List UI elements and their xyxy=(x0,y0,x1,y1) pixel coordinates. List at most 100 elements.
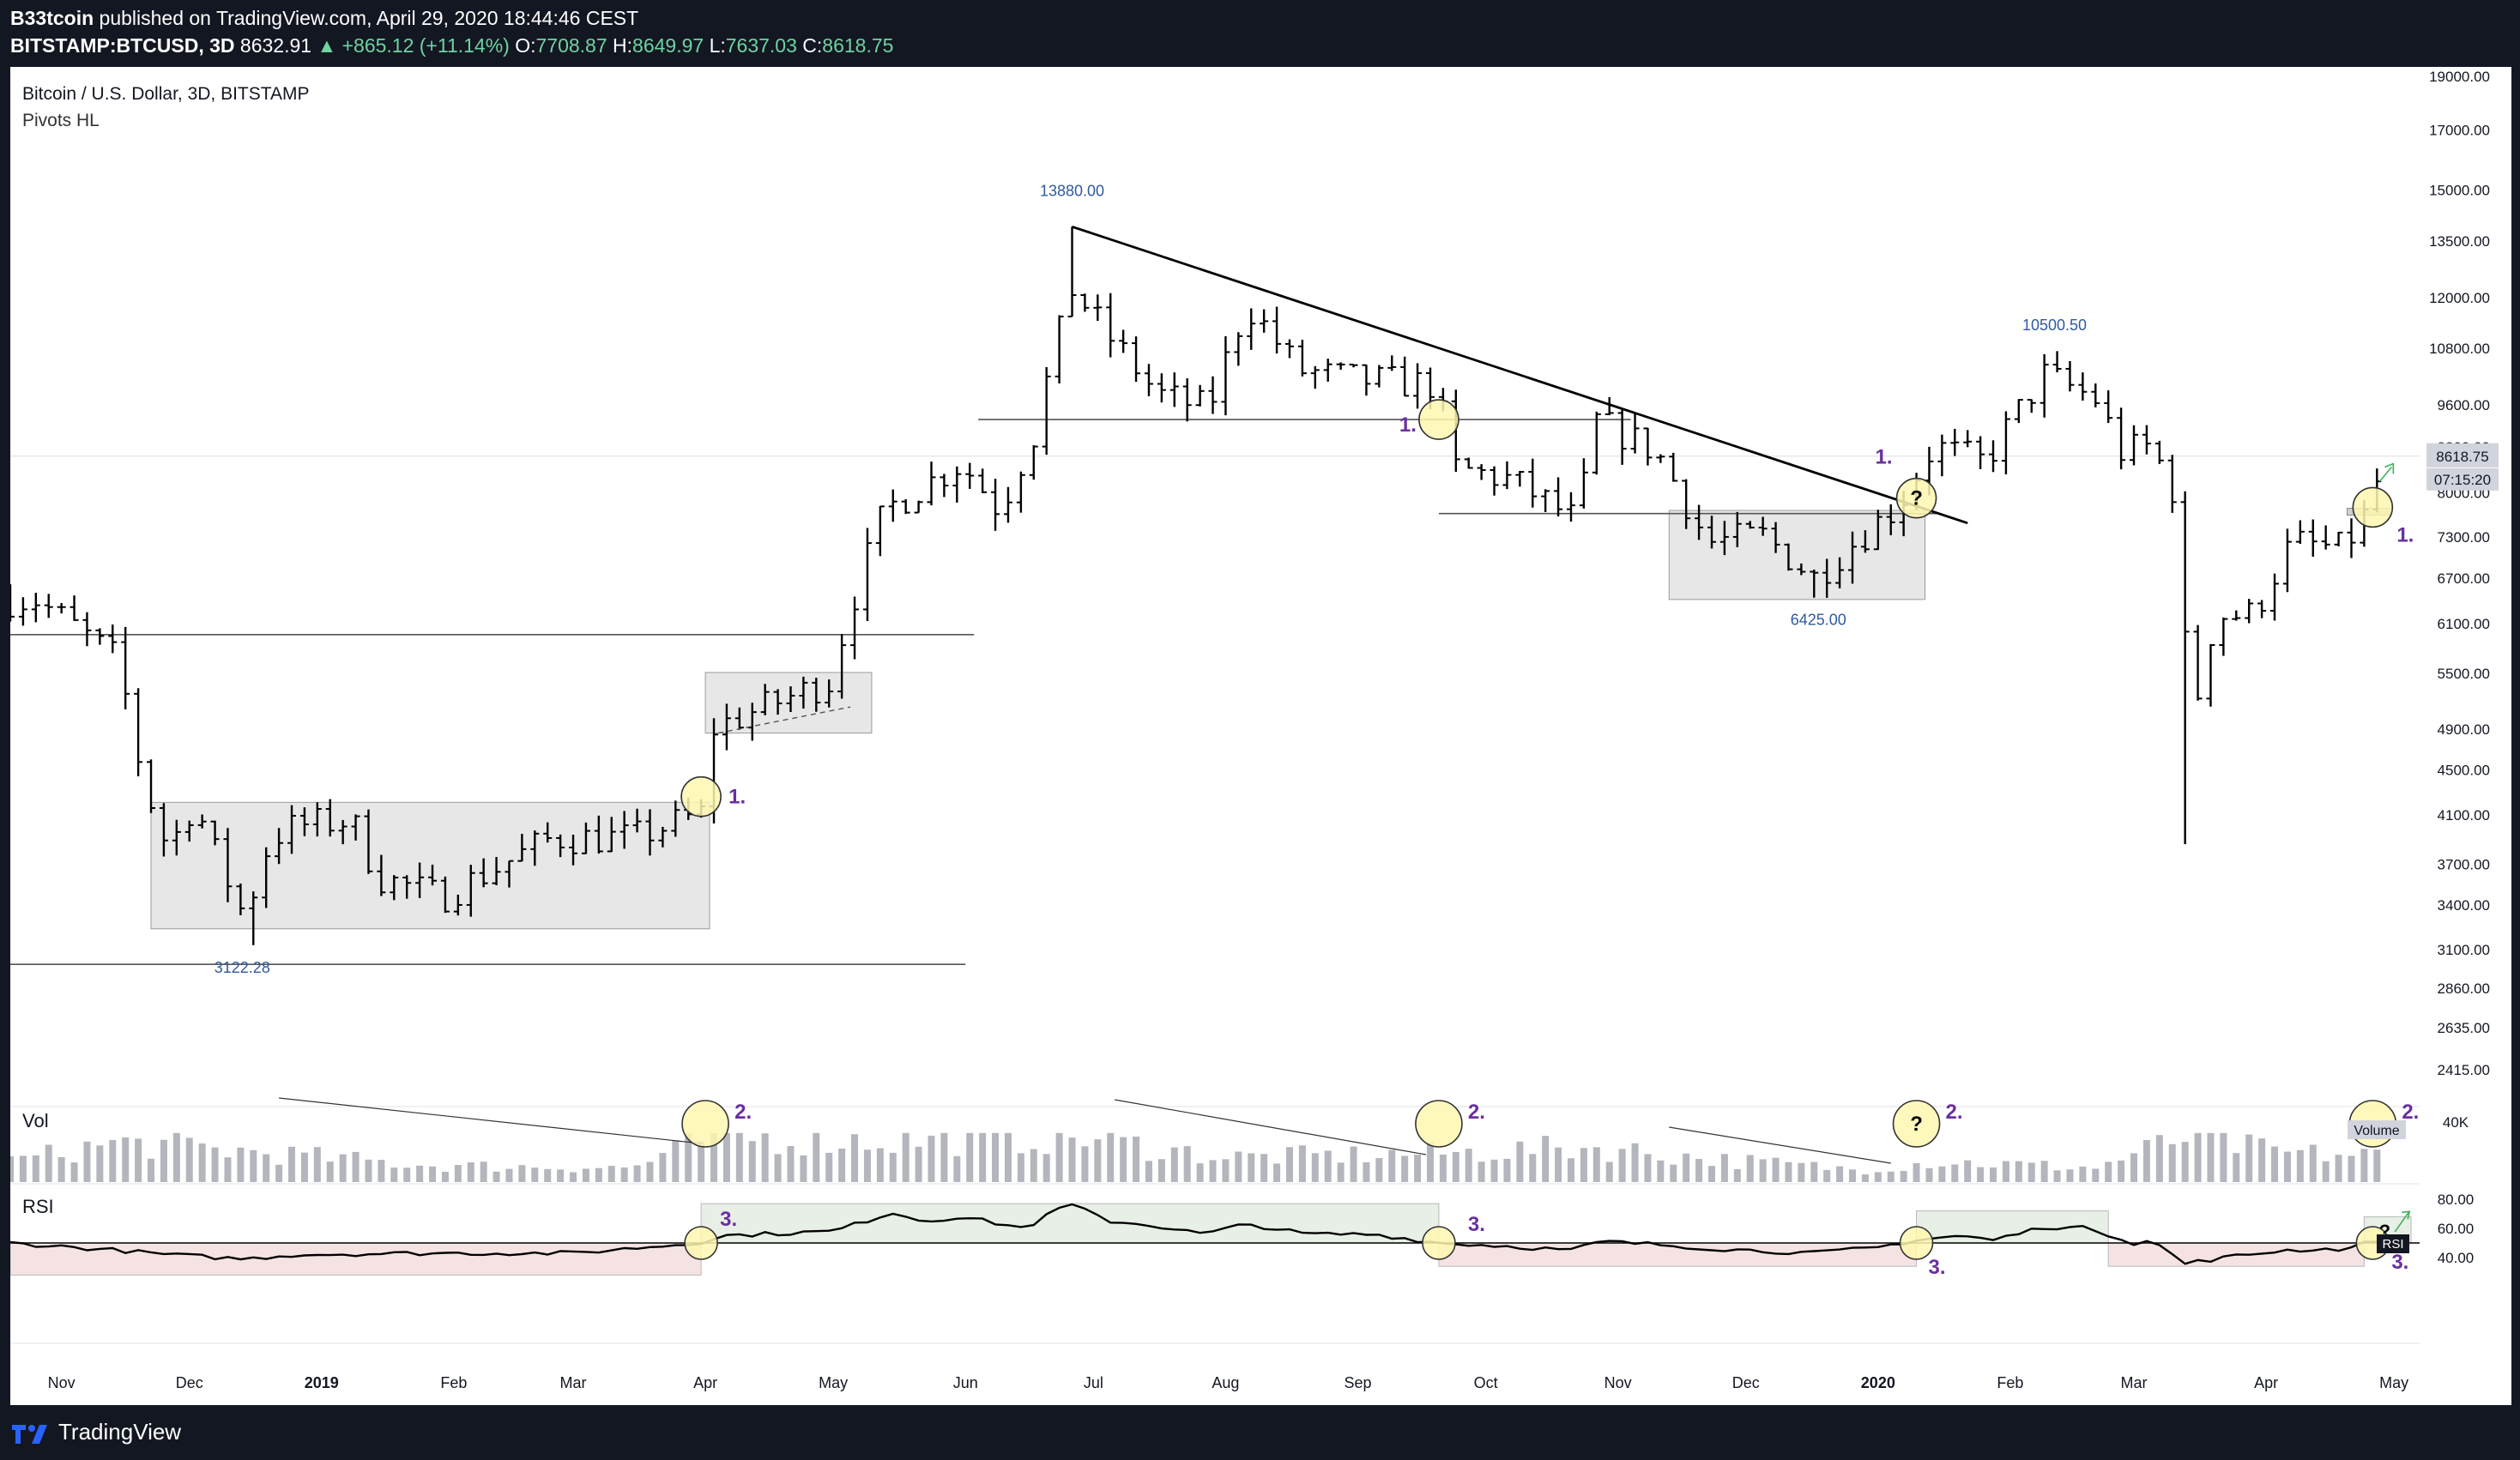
volume-bar xyxy=(441,1171,449,1182)
rsi-line[interactable] xyxy=(10,1203,2378,1265)
volume-bar xyxy=(1235,1151,1242,1182)
tradingview-logo-icon xyxy=(12,1424,47,1444)
volume-tag-label: Volume xyxy=(2354,1124,2399,1138)
time-axis-tick: Jul xyxy=(1084,1374,1103,1391)
downtrend-line[interactable] xyxy=(1072,225,1968,525)
volume-bar xyxy=(1426,1142,1434,1182)
signal-label: 1. xyxy=(1876,446,1893,469)
volume-bar xyxy=(148,1158,155,1182)
volume-bar xyxy=(735,1132,743,1182)
signal-circle-rsi[interactable] xyxy=(1422,1226,1456,1260)
volume-bar xyxy=(863,1149,871,1182)
volume-bar xyxy=(185,1137,193,1182)
tradingview-logo[interactable]: TradingView xyxy=(10,1419,181,1445)
volume-bar xyxy=(1260,1154,1268,1182)
signal-circle-volume[interactable] xyxy=(681,1100,729,1148)
volume-bar xyxy=(1222,1159,1230,1182)
volume-bar xyxy=(1861,1174,1869,1182)
volume-bar xyxy=(1055,1132,1063,1182)
publish-info: published on TradingView.com, April 29, … xyxy=(99,7,639,29)
volume-bar xyxy=(722,1132,730,1182)
volume-bar xyxy=(313,1147,321,1182)
volume-bar xyxy=(838,1148,846,1182)
countdown-tag xyxy=(2426,468,2499,491)
volume-bar xyxy=(1580,1148,1587,1182)
volume-bar xyxy=(1836,1166,1844,1182)
author-name[interactable]: B33tcoin xyxy=(10,7,94,29)
volume-bar xyxy=(1990,1167,1997,1182)
volume-bar xyxy=(1337,1162,1345,1182)
price-axis-tick: 4100.00 xyxy=(2438,807,2490,824)
price-axis-tick: 3400.00 xyxy=(2438,897,2490,914)
volume-bar xyxy=(1311,1153,1319,1182)
price-pane[interactable] xyxy=(10,67,2420,1096)
volume-bar xyxy=(1516,1141,1524,1182)
volume-bar xyxy=(774,1154,782,1182)
volume-bar xyxy=(263,1154,270,1182)
legend-indicator[interactable]: Pivots HL xyxy=(22,111,100,130)
signal-circle-volume[interactable] xyxy=(1892,1100,1941,1148)
volume-bar xyxy=(825,1152,833,1182)
volume-bar xyxy=(1964,1160,1972,1182)
volume-bar xyxy=(659,1153,667,1182)
dashed-trendline xyxy=(717,706,851,734)
volume-bar xyxy=(1798,1162,1805,1182)
volume-bar xyxy=(1350,1146,1357,1182)
signal-label: 3. xyxy=(720,1208,737,1231)
volume-bar xyxy=(1592,1147,1600,1182)
signal-circle-price[interactable] xyxy=(1418,399,1459,440)
consolidation-range-box xyxy=(150,801,710,930)
frame-right xyxy=(2511,67,2520,1405)
time-axis-tick: Aug xyxy=(1212,1374,1239,1391)
volume-bar xyxy=(224,1157,232,1182)
volume-bar xyxy=(2168,1143,2176,1182)
volume-trendline xyxy=(1115,1099,1427,1155)
volume-bar xyxy=(1183,1146,1191,1182)
time-axis-tick: Sep xyxy=(1344,1374,1371,1391)
signal-circle-rsi[interactable] xyxy=(1899,1226,1934,1260)
volume-bar xyxy=(646,1161,654,1182)
volume-bar xyxy=(135,1138,142,1182)
price-axis-tick: 3100.00 xyxy=(2438,942,2490,958)
time-axis-tick: Jun xyxy=(953,1374,978,1391)
question-mark: ? xyxy=(1910,1113,1923,1136)
signal-circle-volume[interactable] xyxy=(1415,1100,1463,1148)
volume-bar xyxy=(1605,1161,1613,1182)
volume-bar xyxy=(800,1155,807,1182)
volume-bar xyxy=(198,1143,206,1182)
volume-bar xyxy=(915,1146,922,1182)
volume-bar xyxy=(748,1141,756,1182)
volume-trendline xyxy=(1669,1126,1891,1164)
rsi-pane-label: RSI xyxy=(22,1196,54,1217)
volume-bar xyxy=(595,1167,602,1182)
signal-label: 1. xyxy=(728,786,746,809)
volume-bar xyxy=(83,1141,91,1182)
signal-label: 1. xyxy=(1399,413,1417,437)
price-axis-tick: 17000.00 xyxy=(2429,122,2490,138)
last-price-tag xyxy=(2426,443,2499,468)
signal-circle-price[interactable] xyxy=(2352,486,2394,528)
time-axis-tick: May xyxy=(2379,1374,2408,1391)
volume-bar xyxy=(518,1165,526,1182)
price-chart[interactable]: 19000.00 17000.00 15000.00 13500.00 12000.00… xyxy=(10,67,2511,1405)
signal-circle-price[interactable] xyxy=(680,775,722,817)
volume-bar xyxy=(1913,1162,1920,1182)
volume-bar xyxy=(1938,1166,1946,1182)
volume-bar xyxy=(1823,1169,1831,1182)
price-axis-tick: 2635.00 xyxy=(2438,1020,2490,1036)
publish-line: B33tcoin published on TradingView.com, A… xyxy=(10,7,638,30)
volume-bar xyxy=(1874,1172,1882,1182)
volume-bar xyxy=(2258,1138,2266,1182)
volume-bar xyxy=(1133,1137,1140,1182)
volume-bar xyxy=(685,1132,692,1182)
volume-bar xyxy=(275,1164,283,1182)
volume-bar xyxy=(480,1161,487,1182)
signal-circle-price[interactable] xyxy=(1895,477,1937,519)
up-arrow-head-icon xyxy=(2402,1210,2411,1220)
question-mark: ? xyxy=(1910,487,1923,510)
signal-circle-rsi[interactable] xyxy=(684,1226,718,1260)
consolidation-range-box xyxy=(1668,510,1925,600)
volume-bar xyxy=(403,1167,411,1182)
volume-bar xyxy=(2155,1135,2163,1182)
volume-bar xyxy=(1746,1155,1754,1182)
